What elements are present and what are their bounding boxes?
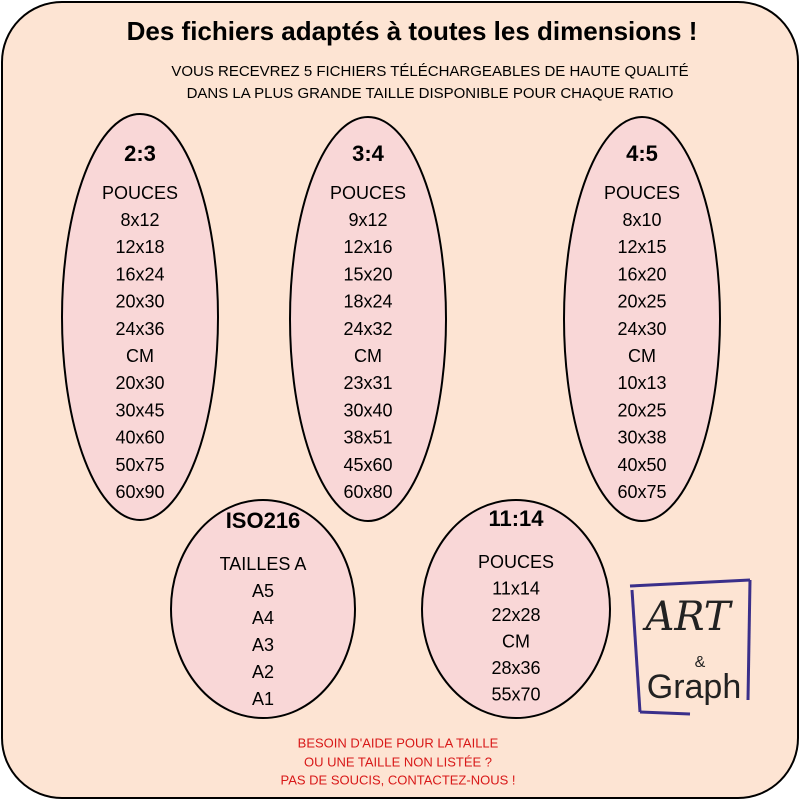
size-item: 40x50	[617, 455, 666, 475]
footer-text: PAS DE SOUCIS, CONTACTEZ-NOUS !	[281, 772, 516, 787]
size-item: 55x70	[491, 684, 540, 704]
size-item: 24x32	[343, 319, 392, 339]
ratio-heading: 2:3	[124, 141, 156, 166]
size-item: A2	[252, 662, 274, 682]
ratio-oval	[61, 113, 219, 521]
size-item: 20x30	[115, 373, 164, 393]
size-item: CM	[502, 631, 530, 651]
logo-line	[639, 710, 691, 716]
footer-text: OU UNE TAILLE NON LISTÉE ?	[304, 754, 492, 769]
size-item: 8x10	[622, 210, 661, 230]
footer-text: BESOIN D'AIDE POUR LA TAILLE	[298, 735, 499, 750]
size-item: CM	[126, 346, 154, 366]
size-item: 16x24	[115, 264, 164, 284]
ratio-oval	[563, 116, 721, 522]
size-item: TAILLES A	[220, 554, 307, 574]
logo-text: Graph	[647, 668, 742, 706]
logo-text: ART	[642, 594, 734, 640]
size-item: 9x12	[348, 210, 387, 230]
size-item: POUCES	[102, 183, 178, 203]
size-item: 20x30	[115, 292, 164, 312]
size-item: A3	[252, 635, 274, 655]
logo-text: &	[695, 654, 706, 671]
ratio-heading: ISO216	[226, 508, 301, 533]
ratio-heading: 4:5	[626, 141, 658, 166]
size-item: 60x75	[617, 482, 666, 502]
size-item: CM	[354, 346, 382, 366]
title: Des fichiers adaptés à toutes les dimens…	[127, 16, 698, 46]
size-item: 23x31	[343, 373, 392, 393]
logo-line	[629, 578, 751, 588]
size-item: 30x40	[343, 400, 392, 420]
ratio-oval	[289, 116, 447, 522]
size-item: 12x16	[343, 237, 392, 257]
size-item: 20x25	[617, 400, 666, 420]
size-item: 50x75	[115, 455, 164, 475]
size-item: 45x60	[343, 455, 392, 475]
size-item: A4	[252, 608, 274, 628]
size-item: 24x36	[115, 319, 164, 339]
ratio-heading: 3:4	[352, 141, 385, 166]
size-item: 8x12	[120, 210, 159, 230]
size-item: 20x25	[617, 292, 666, 312]
size-item: 18x24	[343, 292, 392, 312]
size-item: 40x60	[115, 428, 164, 448]
ratio-oval	[170, 499, 356, 719]
size-item: 60x90	[115, 482, 164, 502]
size-item: A1	[252, 689, 274, 709]
size-item: POUCES	[330, 183, 406, 203]
size-item: A5	[252, 581, 274, 601]
size-item: 38x51	[343, 428, 392, 448]
size-item: 28x36	[491, 658, 540, 678]
logo	[629, 578, 752, 716]
size-item: 60x80	[343, 482, 392, 502]
subtitle: DANS LA PLUS GRANDE TAILLE DISPONIBLE PO…	[187, 85, 674, 102]
size-item: 12x18	[115, 237, 164, 257]
size-item: 11x14	[492, 578, 540, 598]
size-item: CM	[628, 346, 656, 366]
ratio-heading: 11:14	[488, 506, 544, 531]
ovals: 2:3 POUCES 8x12 12x18 16x24 20x30 24x36 CM 20x30…	[61, 113, 721, 719]
size-item: 22x28	[491, 605, 540, 625]
subtitle: VOUS RECEVREZ 5 FICHIERS TÉLÉCHARGEABLES…	[171, 63, 688, 80]
size-item: POUCES	[604, 183, 680, 203]
size-item: 30x38	[617, 428, 666, 448]
logo-line	[746, 579, 752, 701]
size-item: POUCES	[478, 552, 554, 572]
size-item: 12x15	[617, 237, 666, 257]
size-item: 24x30	[617, 319, 666, 339]
size-item: 10x13	[617, 373, 666, 393]
ratio-oval	[421, 499, 611, 719]
size-item: 30x45	[115, 400, 164, 420]
size-item: 16x20	[617, 264, 666, 284]
logo-line	[630, 589, 642, 713]
size-item: 15x20	[343, 264, 392, 284]
